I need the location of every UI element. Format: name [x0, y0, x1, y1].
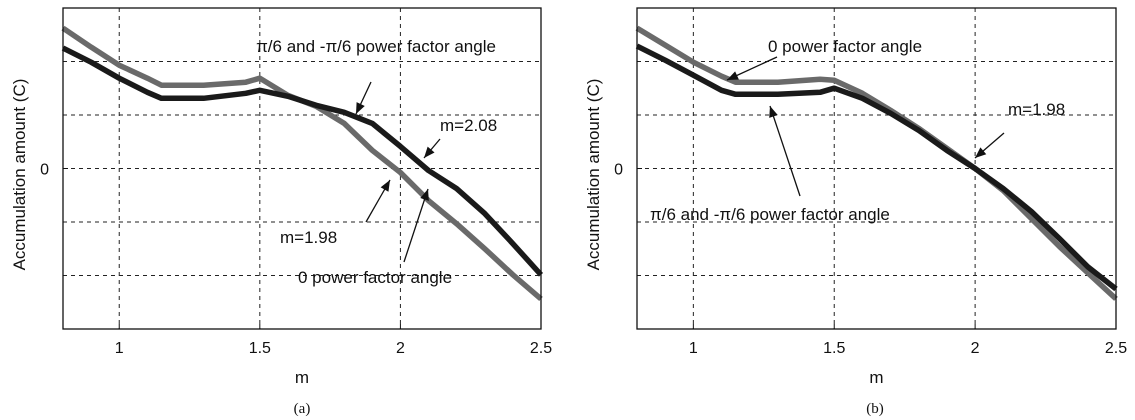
panel-caption: (b)	[866, 401, 884, 417]
x-tick-label: 1.5	[249, 340, 271, 357]
y-axis-title: Accumulation amount (C)	[584, 79, 603, 271]
series-line-zero-pf	[61, 25, 543, 301]
annotation-label: 0 power factor angle	[768, 37, 922, 56]
x-tick-label: 2.5	[530, 340, 552, 357]
panel-caption: (a)	[294, 401, 311, 417]
arrowhead-icon	[356, 102, 365, 114]
annotation-arrow	[403, 188, 429, 263]
annotation-label: m=2.08	[440, 116, 497, 135]
y-tick-label: 0	[40, 162, 49, 179]
panel-b: 1 1.5 2 2.5 0 m Accumulation amount (C) 0 power…	[584, 7, 1127, 417]
x-axis-title: m	[295, 368, 309, 387]
series-line-pi6-pf	[635, 43, 1118, 292]
x-tick-label: 1	[115, 340, 124, 357]
x-tick-label: 2	[971, 340, 980, 357]
arrowhead-icon	[975, 147, 987, 158]
annotation-label: π/6 and -π/6 power factor angle	[650, 205, 890, 224]
x-tick-label: 2.5	[1105, 340, 1127, 357]
annotation-label: π/6 and -π/6 power factor angle	[256, 37, 496, 56]
series-line-pi6-pf	[61, 45, 544, 277]
annotation-label: m=1.98	[1008, 100, 1065, 119]
series-line-zero-pf	[635, 25, 1118, 301]
x-tick-label: 2	[396, 340, 405, 357]
panel-a: 1 1.5 2 2.5 0 m Accumulation amount (C) π/6 and…	[10, 7, 552, 417]
arrowhead-icon	[420, 189, 429, 201]
x-tick-label: 1	[689, 340, 698, 357]
plot-frame	[636, 7, 1117, 330]
y-tick-label: 0	[614, 162, 623, 179]
annotation-label: 0 power factor angle	[298, 268, 452, 287]
arrowhead-icon	[380, 180, 390, 192]
arrowhead-icon	[727, 71, 739, 80]
annotation-arrow	[769, 105, 801, 197]
x-axis-title: m	[869, 368, 883, 387]
arrowhead-icon	[424, 146, 435, 158]
arrowhead-icon	[769, 106, 778, 118]
x-tick-label: 1.5	[823, 340, 845, 357]
y-axis-title: Accumulation amount (C)	[10, 79, 29, 271]
annotation-label: m=1.98	[280, 228, 337, 247]
